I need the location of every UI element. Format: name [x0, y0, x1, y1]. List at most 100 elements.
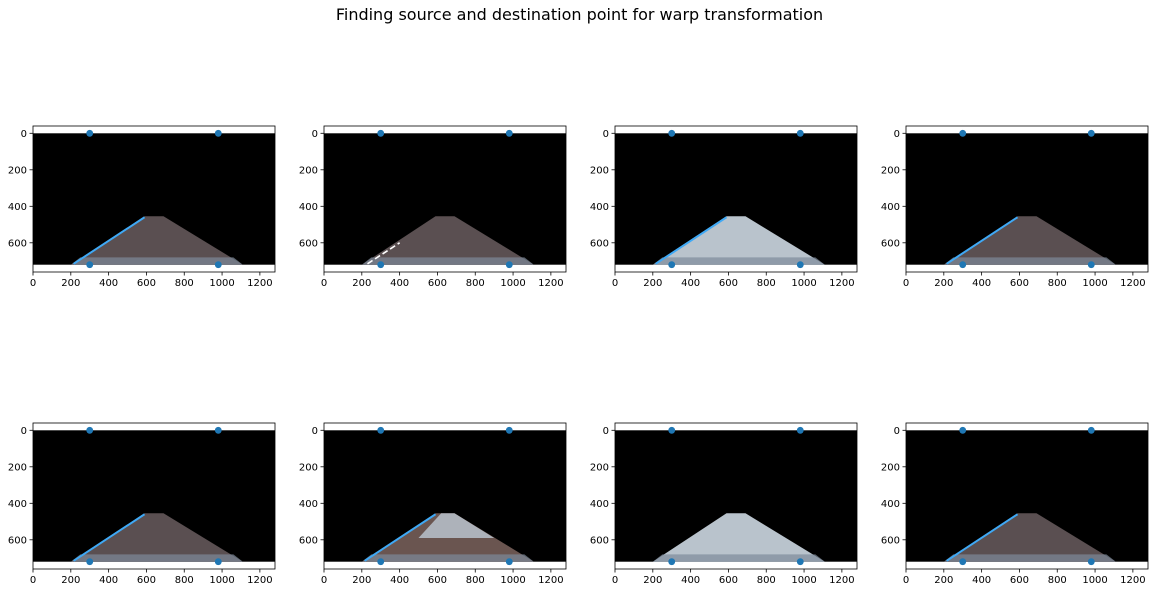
y-tick-label: 600: [8, 238, 27, 249]
road-surface: [943, 216, 1116, 265]
lane-line: [946, 513, 1019, 562]
scatter-point: [86, 261, 94, 269]
subplot-7: 0 200 400 600 800 1000 1200 0 200 400 600: [590, 422, 858, 586]
road-near-band: [361, 554, 534, 562]
x-tick-label: 200: [352, 575, 371, 586]
scatter-point: [959, 426, 967, 434]
road-surface: [652, 513, 825, 562]
x-tick-label: 1000: [1082, 278, 1107, 289]
y-tick-label: 200: [299, 165, 318, 176]
y-tick-label: 600: [590, 535, 609, 546]
road-surface: [652, 216, 825, 265]
x-tick-label: 400: [972, 278, 991, 289]
scatter-point: [1087, 558, 1095, 566]
x-tick-label: 0: [321, 278, 327, 289]
y-tick-label: 0: [894, 129, 900, 140]
lane-line: [73, 216, 146, 265]
road-surface: [943, 513, 1116, 562]
y-tick-label: 0: [21, 129, 27, 140]
x-tick-label: 1200: [247, 278, 272, 289]
x-tick-label: 600: [137, 575, 156, 586]
y-tick-label: 600: [299, 238, 318, 249]
road-near-band: [943, 554, 1116, 562]
scatter-point: [86, 426, 94, 434]
x-tick-label: 1200: [247, 575, 272, 586]
lane-line: [655, 216, 728, 265]
road-surface: [361, 216, 534, 265]
y-tick-label: 600: [590, 238, 609, 249]
lane-line: [73, 513, 146, 562]
scatter-point: [796, 558, 804, 566]
x-tick-label: 1000: [209, 575, 234, 586]
subplot-6: 0 200 400 600 800 1000 1200 0 200 400 600: [299, 422, 567, 586]
x-tick-label: 200: [643, 575, 662, 586]
y-tick-label: 400: [299, 499, 318, 510]
x-tick-label: 1000: [791, 278, 816, 289]
scatter-point: [668, 129, 676, 137]
subplot-3: 0 200 400 600 800 1000 1200 0 200 400 600: [590, 125, 858, 289]
figure-title: Finding source and destination point for…: [335, 5, 824, 24]
scatter-point: [959, 129, 967, 137]
x-tick-label: 800: [175, 278, 194, 289]
y-tick-label: 0: [603, 426, 609, 437]
subplot-5: 0 200 400 600 800 1000 1200 0 200 400 600: [8, 422, 276, 586]
x-tick-label: 200: [352, 278, 371, 289]
x-tick-label: 0: [903, 575, 909, 586]
scatter-point: [668, 558, 676, 566]
scatter-point: [214, 426, 222, 434]
scatter-point: [959, 261, 967, 269]
y-tick-label: 400: [8, 499, 27, 510]
road-near-band: [361, 257, 534, 265]
axes-frame: [323, 125, 567, 273]
x-tick-label: 400: [972, 575, 991, 586]
x-tick-label: 1000: [1082, 575, 1107, 586]
x-tick-label: 600: [428, 278, 447, 289]
y-tick-label: 600: [881, 238, 900, 249]
scatter-point: [959, 558, 967, 566]
subplot-1: 0 200 400 600 800 1000 1200 0 200 400 600: [8, 125, 276, 289]
y-tick-label: 400: [881, 499, 900, 510]
road-light-patch: [418, 513, 495, 538]
x-tick-label: 400: [390, 278, 409, 289]
x-tick-label: 800: [466, 575, 485, 586]
x-tick-label: 1000: [500, 575, 525, 586]
axes-frame: [614, 422, 858, 570]
scatter-point: [214, 558, 222, 566]
scatter-point: [1087, 426, 1095, 434]
scatter-point: [214, 129, 222, 137]
x-tick-label: 0: [612, 575, 618, 586]
scatter-point: [377, 558, 385, 566]
scatter-point: [1087, 129, 1095, 137]
road-surface: [70, 216, 243, 265]
x-tick-label: 200: [643, 278, 662, 289]
scatter-point: [505, 426, 513, 434]
x-tick-label: 1000: [500, 278, 525, 289]
y-tick-label: 0: [312, 129, 318, 140]
x-tick-label: 400: [681, 278, 700, 289]
x-tick-label: 600: [719, 278, 738, 289]
scatter-point: [668, 261, 676, 269]
scatter-point: [377, 426, 385, 434]
y-tick-label: 200: [590, 462, 609, 473]
road-near-band: [652, 554, 825, 562]
y-tick-label: 200: [881, 462, 900, 473]
y-tick-label: 200: [8, 165, 27, 176]
x-tick-label: 1000: [209, 278, 234, 289]
x-tick-label: 200: [934, 278, 953, 289]
x-tick-label: 600: [1010, 278, 1029, 289]
scatter-point: [377, 261, 385, 269]
y-tick-label: 400: [299, 202, 318, 213]
road-near-band: [70, 554, 243, 562]
axes-frame: [905, 422, 1149, 570]
lane-line: [364, 513, 437, 562]
scatter-point: [377, 129, 385, 137]
y-tick-label: 200: [590, 165, 609, 176]
axes-frame: [32, 422, 276, 570]
lane-line: [367, 242, 401, 265]
y-tick-label: 200: [8, 462, 27, 473]
x-tick-label: 1200: [829, 278, 854, 289]
x-tick-label: 800: [1048, 278, 1067, 289]
scatter-point: [505, 129, 513, 137]
scatter-point: [86, 558, 94, 566]
